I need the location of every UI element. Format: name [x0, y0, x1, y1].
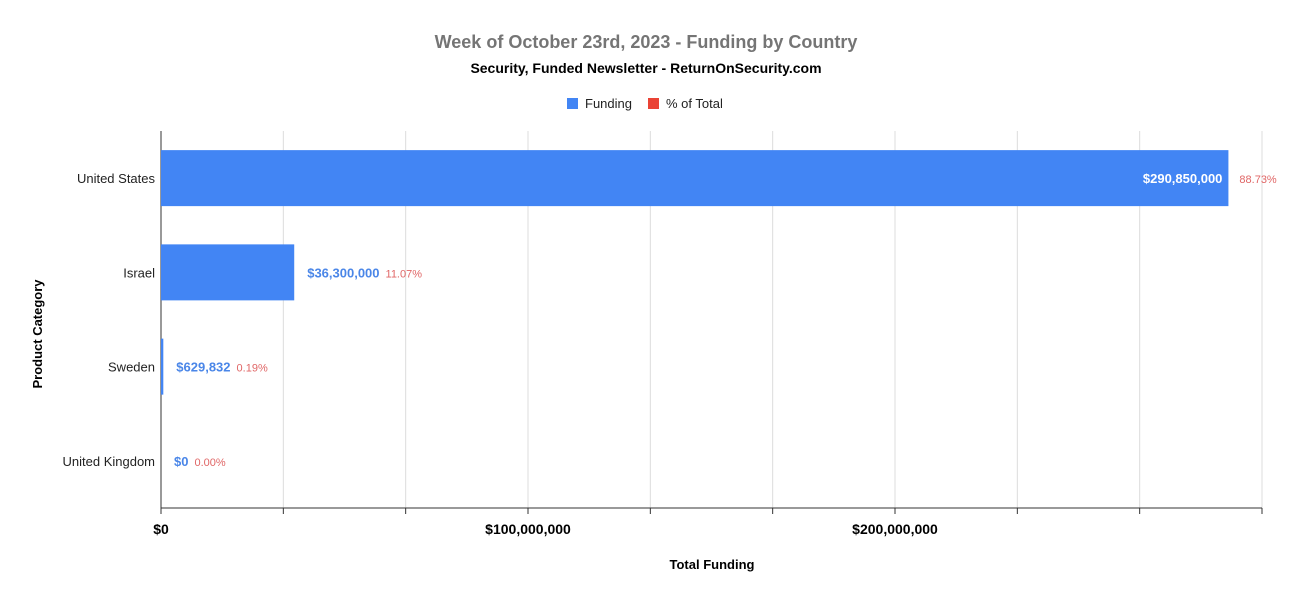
value-label-united-kingdom: $0	[174, 454, 188, 469]
legend-label: % of Total	[666, 96, 723, 111]
x-tick-label: $0	[153, 521, 169, 537]
x-axis-title: Total Funding	[670, 557, 755, 572]
percent-label-united-states: 88.73%	[1239, 174, 1277, 186]
y-axis-title: Product Category	[30, 279, 45, 389]
chart-title: Week of October 23rd, 2023 - Funding by …	[435, 32, 858, 52]
x-tick-label: $200,000,000	[852, 521, 938, 537]
chart-bars	[161, 150, 1229, 395]
chart-legend: Funding % of Total	[567, 96, 723, 111]
percent-label-israel: 11.07%	[386, 268, 423, 280]
legend-item-funding: Funding	[567, 96, 632, 111]
x-tick-label: $100,000,000	[485, 521, 571, 537]
category-label-israel: Israel	[123, 265, 155, 280]
chart-subtitle: Security, Funded Newsletter - ReturnOnSe…	[470, 60, 821, 76]
category-label-sweden: Sweden	[108, 360, 155, 375]
category-label-united-kingdom: United Kingdom	[63, 454, 156, 469]
category-label-united-states: United States	[77, 171, 156, 186]
legend-swatch	[567, 98, 578, 109]
bar-sweden	[161, 338, 164, 395]
bar-israel	[161, 244, 295, 301]
legend-item--of-total: % of Total	[648, 96, 723, 111]
percent-label-sweden: 0.19%	[237, 363, 268, 375]
value-label-israel: $36,300,000	[307, 265, 379, 280]
bar-united-states	[161, 150, 1229, 207]
percent-label-united-kingdom: 0.00%	[194, 457, 225, 469]
legend-label: Funding	[585, 96, 632, 111]
value-label-sweden: $629,832	[176, 360, 230, 375]
value-label-united-states: $290,850,000	[1143, 171, 1223, 186]
chart-labels: $0 $100,000,000 $200,000,000 United States $…	[63, 171, 1277, 537]
legend-swatch	[648, 98, 659, 109]
